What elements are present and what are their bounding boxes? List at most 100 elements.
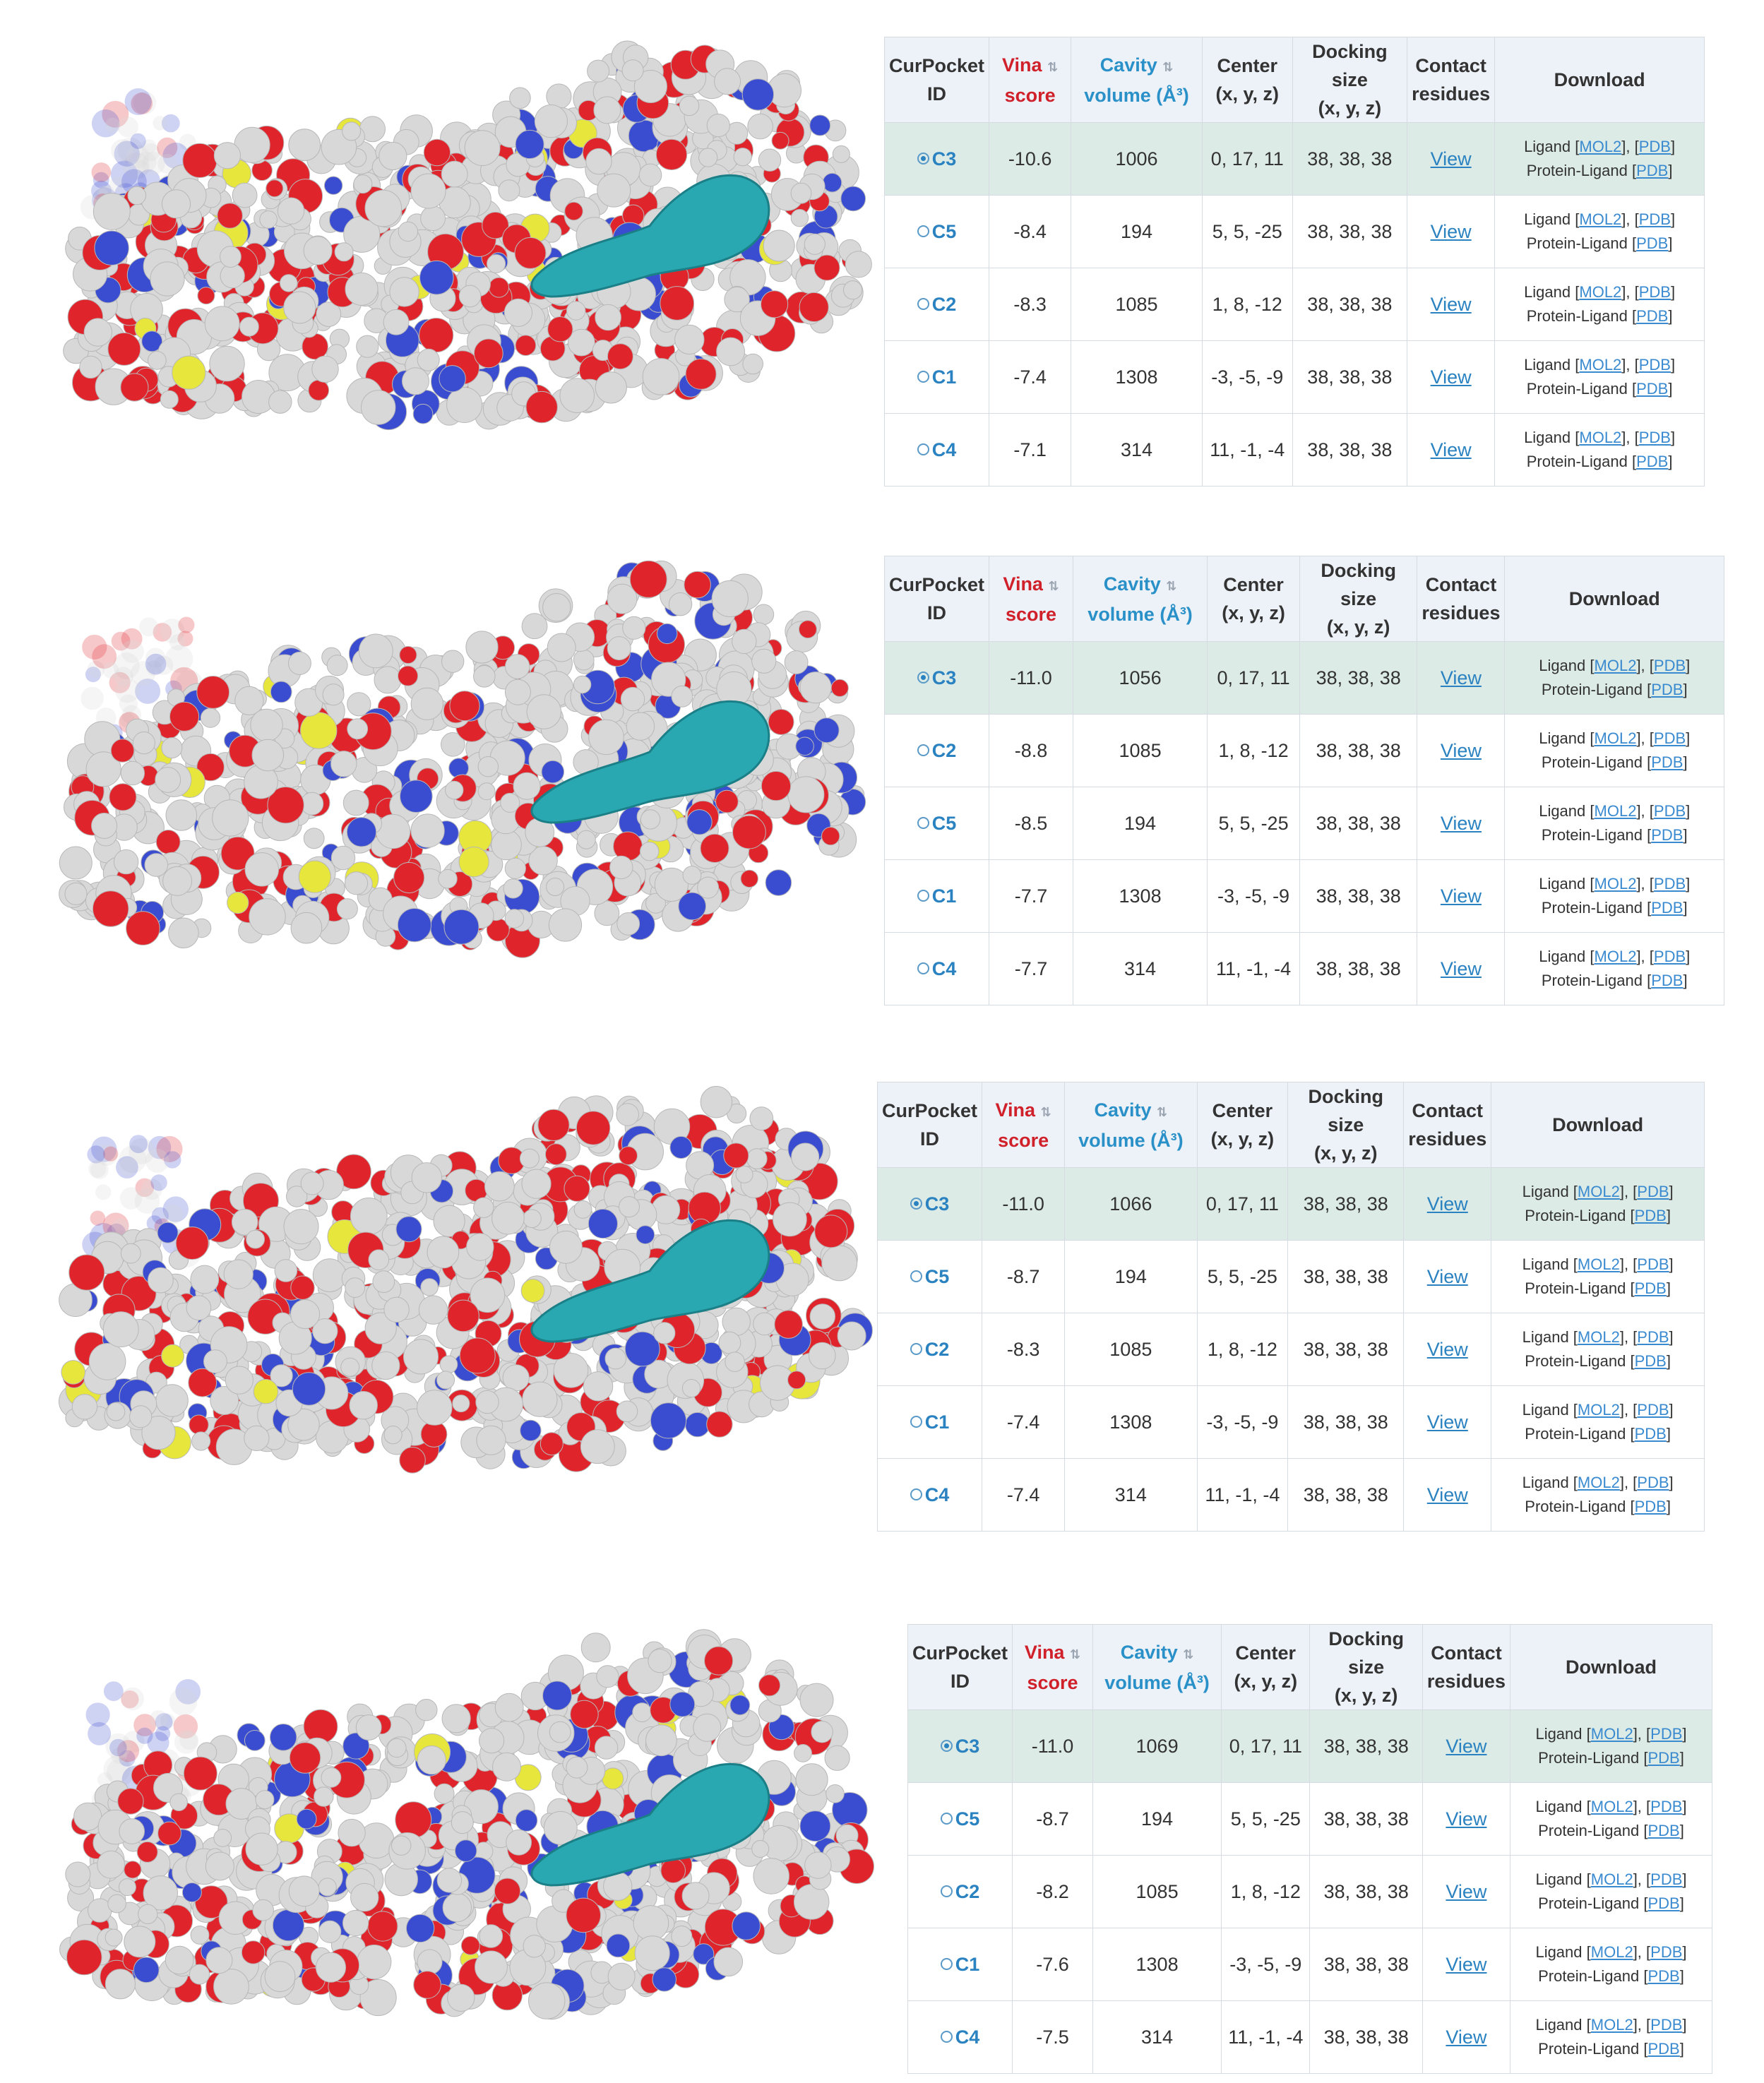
pdb-link[interactable]: PDB (1637, 1401, 1669, 1419)
view-link[interactable]: View (1430, 220, 1472, 242)
sort-icon[interactable]: ⇅ (1183, 1647, 1194, 1661)
pdb-link[interactable]: PDB (1653, 875, 1686, 893)
table-row[interactable]: C3 -10.6 1006 0, 17, 11 38, 38, 38 View Ligand… (883, 122, 1705, 196)
radio-button[interactable] (910, 1342, 922, 1355)
radio-button[interactable] (917, 443, 929, 455)
radio-button[interactable] (917, 744, 929, 756)
view-link[interactable]: View (1426, 1338, 1468, 1360)
protein-ligand-pdb-link[interactable]: PDB (1651, 753, 1683, 771)
pocket-id-cell[interactable]: C5 (883, 195, 990, 268)
pdb-link[interactable]: PDB (1650, 1725, 1683, 1743)
protein-ligand-pdb-link[interactable]: PDB (1651, 681, 1683, 698)
protein-ligand-pdb-link[interactable]: PDB (1647, 2040, 1680, 2058)
sort-icon[interactable]: ⇅ (1069, 1647, 1081, 1661)
pdb-link[interactable]: PDB (1650, 2016, 1683, 2034)
protein-ligand-pdb-link[interactable]: PDB (1636, 453, 1669, 470)
sort-icon[interactable]: ⇅ (1162, 59, 1174, 74)
table-row[interactable]: C1 -7.7 1308 -3, -5, -9 38, 38, 38 View Ligand… (883, 859, 1724, 933)
pdb-link[interactable]: PDB (1638, 283, 1671, 301)
mol2-link[interactable]: MOL2 (1579, 210, 1622, 228)
radio-button[interactable] (917, 962, 929, 974)
mol2-link[interactable]: MOL2 (1590, 1725, 1633, 1743)
sort-icon[interactable]: ⇅ (1157, 1104, 1168, 1119)
mol2-link[interactable]: MOL2 (1577, 1328, 1620, 1346)
table-row[interactable]: C4 -7.5 314 11, -1, -4 38, 38, 38 View Ligand … (907, 2000, 1713, 2074)
pdb-link[interactable]: PDB (1653, 729, 1686, 747)
table-row[interactable]: C1 -7.4 1308 -3, -5, -9 38, 38, 38 View Ligand… (876, 1385, 1705, 1459)
protein-ligand-pdb-link[interactable]: PDB (1636, 234, 1669, 252)
view-link[interactable]: View (1446, 1953, 1487, 1975)
view-link[interactable]: View (1440, 667, 1482, 688)
view-link[interactable]: View (1430, 148, 1472, 169)
pocket-id-cell[interactable]: C3 (883, 641, 990, 715)
table-row[interactable]: C5 -8.5 194 5, 5, -25 38, 38, 38 View Ligand [… (883, 787, 1724, 860)
radio-button[interactable] (917, 671, 929, 684)
pdb-link[interactable]: PDB (1637, 1255, 1669, 1273)
mol2-link[interactable]: MOL2 (1577, 1401, 1620, 1419)
pdb-link[interactable]: PDB (1650, 1943, 1683, 1961)
mol2-link[interactable]: MOL2 (1594, 802, 1637, 820)
pocket-id-cell[interactable]: C3 (876, 1167, 983, 1241)
pdb-link[interactable]: PDB (1637, 1474, 1669, 1491)
protein-ligand-pdb-link[interactable]: PDB (1647, 1894, 1680, 1912)
pocket-id-cell[interactable]: C4 (883, 932, 990, 1005)
protein-ligand-pdb-link[interactable]: PDB (1634, 1207, 1667, 1224)
mol2-link[interactable]: MOL2 (1594, 657, 1637, 674)
table-row[interactable]: C4 -7.1 314 11, -1, -4 38, 38, 38 View Ligand … (883, 413, 1705, 487)
view-link[interactable]: View (1430, 293, 1472, 315)
table-row[interactable]: C2 -8.8 1085 1, 8, -12 38, 38, 38 View Ligand … (883, 714, 1724, 787)
sort-icon[interactable]: ⇅ (1047, 59, 1059, 74)
table-row[interactable]: C5 -8.7 194 5, 5, -25 38, 38, 38 View Ligand [… (907, 1782, 1713, 1856)
radio-button[interactable] (940, 1957, 953, 1970)
col-header-vina-score[interactable]: Vina ⇅ score (989, 556, 1073, 642)
view-link[interactable]: View (1426, 1265, 1468, 1287)
pocket-id-cell[interactable]: C5 (883, 787, 990, 860)
mol2-link[interactable]: MOL2 (1579, 356, 1622, 374)
pocket-id-cell[interactable]: C1 (883, 859, 990, 933)
radio-button[interactable] (940, 1812, 953, 1825)
col-header-cavity-volume[interactable]: Cavity ⇅ volume (Å³) (1092, 1624, 1222, 1710)
protein-ligand-pdb-link[interactable]: PDB (1636, 162, 1669, 179)
pdb-link[interactable]: PDB (1637, 1183, 1669, 1200)
mol2-link[interactable]: MOL2 (1590, 2016, 1633, 2034)
pdb-link[interactable]: PDB (1638, 210, 1671, 228)
radio-button[interactable] (917, 889, 929, 902)
radio-button[interactable] (917, 152, 929, 165)
view-link[interactable]: View (1440, 885, 1482, 907)
pocket-id-cell[interactable]: C2 (876, 1313, 983, 1386)
pocket-id-cell[interactable]: C4 (883, 413, 990, 487)
protein-ligand-pdb-link[interactable]: PDB (1636, 307, 1669, 325)
pocket-id-cell[interactable]: C2 (883, 268, 990, 341)
pocket-id-cell[interactable]: C1 (876, 1385, 983, 1459)
mol2-link[interactable]: MOL2 (1594, 729, 1637, 747)
pocket-id-cell[interactable]: C2 (907, 1855, 1013, 1928)
pdb-link[interactable]: PDB (1653, 948, 1686, 965)
view-link[interactable]: View (1426, 1484, 1468, 1505)
col-header-cavity-volume[interactable]: Cavity ⇅ volume (Å³) (1072, 556, 1208, 642)
protein-ligand-pdb-link[interactable]: PDB (1651, 899, 1683, 917)
view-link[interactable]: View (1440, 812, 1482, 834)
radio-button[interactable] (917, 225, 929, 237)
col-header-cavity-volume[interactable]: Cavity ⇅ volume (Å³) (1071, 37, 1203, 123)
pdb-link[interactable]: PDB (1653, 657, 1686, 674)
protein-ligand-pdb-link[interactable]: PDB (1636, 380, 1669, 398)
protein-ligand-pdb-link[interactable]: PDB (1634, 1279, 1667, 1297)
pocket-id-cell[interactable]: C5 (907, 1782, 1013, 1856)
sort-icon[interactable]: ⇅ (1166, 578, 1177, 593)
radio-button[interactable] (917, 816, 929, 829)
pdb-link[interactable]: PDB (1650, 1870, 1683, 1888)
protein-ligand-pdb-link[interactable]: PDB (1634, 1425, 1667, 1443)
table-row[interactable]: C2 -8.3 1085 1, 8, -12 38, 38, 38 View Ligand … (883, 268, 1705, 341)
pocket-id-cell[interactable]: C2 (883, 714, 990, 787)
radio-button[interactable] (910, 1270, 922, 1282)
radio-button[interactable] (910, 1488, 922, 1500)
pocket-id-cell[interactable]: C3 (883, 122, 990, 196)
table-row[interactable]: C2 -8.3 1085 1, 8, -12 38, 38, 38 View Ligand … (876, 1313, 1705, 1386)
radio-button[interactable] (917, 370, 929, 383)
table-row[interactable]: C3 -11.0 1069 0, 17, 11 38, 38, 38 View Ligand… (907, 1709, 1713, 1783)
radio-button[interactable] (940, 2030, 953, 2043)
view-link[interactable]: View (1430, 438, 1472, 460)
mol2-link[interactable]: MOL2 (1577, 1183, 1620, 1200)
protein-ligand-pdb-link[interactable]: PDB (1651, 826, 1683, 844)
col-header-vina-score[interactable]: Vina ⇅ score (1012, 1624, 1093, 1710)
